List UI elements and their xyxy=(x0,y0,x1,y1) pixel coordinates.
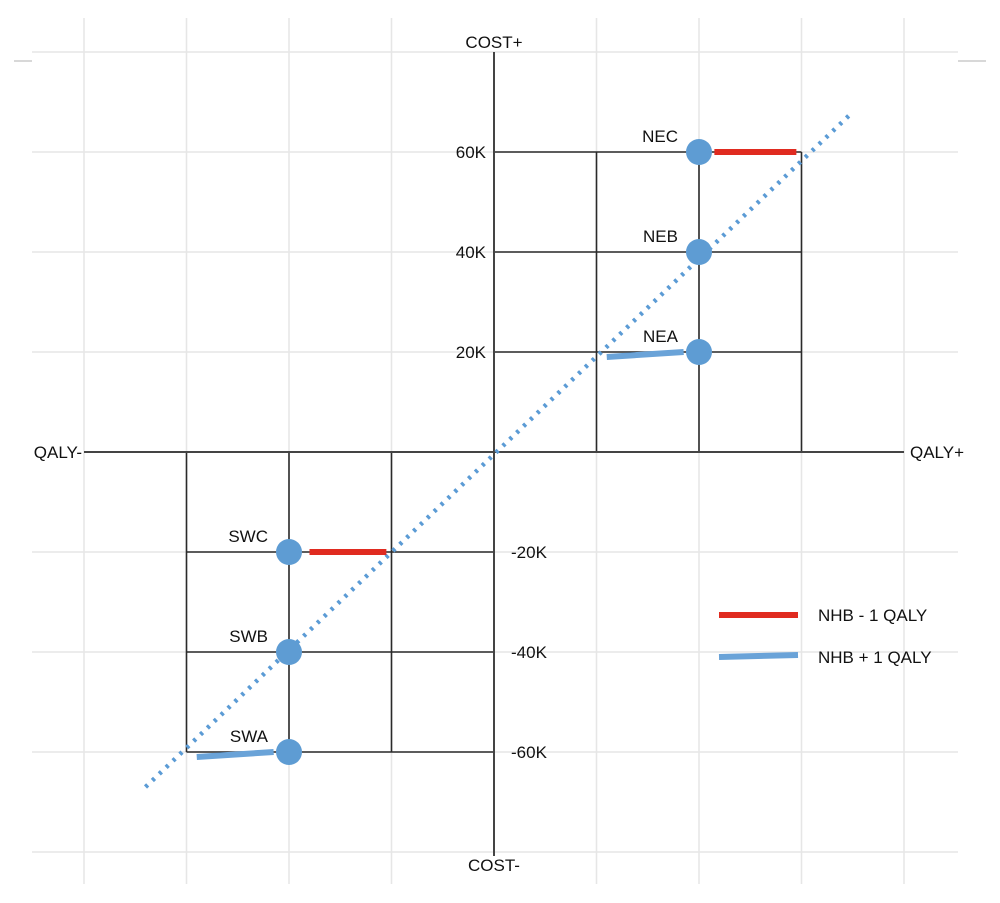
y-tick-label: 20K xyxy=(456,343,487,362)
data-point xyxy=(686,339,712,365)
y-axis-pos-label: COST+ xyxy=(465,33,522,52)
legend-swatch xyxy=(718,652,799,660)
data-point xyxy=(276,639,302,665)
threshold-line xyxy=(143,110,855,789)
point-label: NEA xyxy=(643,327,679,346)
y-tick-label: 60K xyxy=(456,143,487,162)
legend-label: NHB - 1 QALY xyxy=(818,606,927,625)
x-axis-neg-label: QALY- xyxy=(34,443,82,462)
data-point xyxy=(276,539,302,565)
nhb-segment xyxy=(196,749,274,760)
data-points: NEC NEB NEA SWC SWB SWA xyxy=(228,127,712,765)
legend-label: NHB + 1 QALY xyxy=(818,648,932,667)
y-tick-label: -40K xyxy=(511,643,548,662)
point-label: SWB xyxy=(229,627,268,646)
nhb-segment xyxy=(606,349,684,360)
axis-labels: COST+ COST- QALY- QALY+ 60K 40K 20K -20K -40K -60… xyxy=(34,33,964,875)
y-tick-label: -60K xyxy=(511,743,548,762)
x-axis-pos-label: QALY+ xyxy=(910,443,964,462)
nhb-segments xyxy=(196,149,797,760)
legend: NHB - 1 QALY NHB + 1 QALY xyxy=(718,606,932,667)
data-point xyxy=(276,739,302,765)
point-label: SWC xyxy=(228,527,268,546)
y-axis-neg-label: COST- xyxy=(468,856,520,875)
y-tick-label: 40K xyxy=(456,243,487,262)
threshold-dotted-line xyxy=(143,110,855,789)
data-point xyxy=(686,139,712,165)
point-label: NEC xyxy=(642,127,678,146)
point-label: SWA xyxy=(230,727,269,746)
axes xyxy=(84,52,904,856)
y-tick-label: -20K xyxy=(511,543,548,562)
data-point xyxy=(686,239,712,265)
point-label: NEB xyxy=(643,227,678,246)
